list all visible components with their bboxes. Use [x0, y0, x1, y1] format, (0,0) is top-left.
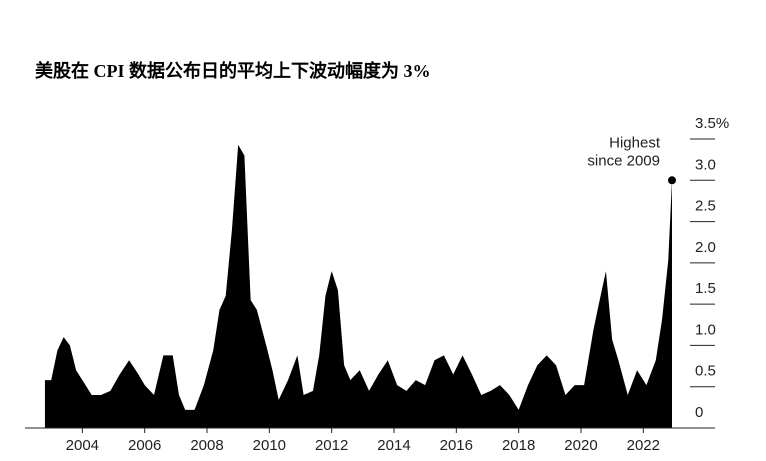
- x-tick-label: 2022: [627, 437, 660, 454]
- y-tick-label: 1.0: [695, 321, 716, 338]
- annotation: since 2009: [587, 152, 660, 169]
- x-tick-label: 2014: [377, 437, 410, 454]
- x-tick-label: 2006: [128, 437, 161, 454]
- y-tick-label: 3.0: [695, 156, 716, 173]
- y-tick-label: 0: [695, 404, 703, 421]
- highlight-point: [667, 176, 676, 185]
- x-tick-label: 2016: [440, 437, 473, 454]
- area: [44, 144, 672, 428]
- y-tick-label: 1.5: [695, 280, 716, 297]
- x-tick-label: 2010: [253, 437, 286, 454]
- x-tick-label: 2004: [66, 437, 99, 454]
- x-tick-label: 2012: [315, 437, 348, 454]
- chart-title: 美股在 CPI 数据公布日的平均上下波动幅度为 3%: [35, 60, 431, 81]
- x-tick-label: 2008: [190, 437, 223, 454]
- y-tick-label: 0.5: [695, 363, 716, 380]
- x-tick-label: 2018: [502, 437, 535, 454]
- y-tick-label: 2.5: [695, 198, 716, 215]
- annotation: Highest: [609, 134, 661, 151]
- x-tick-label: 2020: [564, 437, 597, 454]
- y-tick-label: 2.0: [695, 239, 716, 256]
- y-tick-label: 3.5%: [695, 115, 729, 132]
